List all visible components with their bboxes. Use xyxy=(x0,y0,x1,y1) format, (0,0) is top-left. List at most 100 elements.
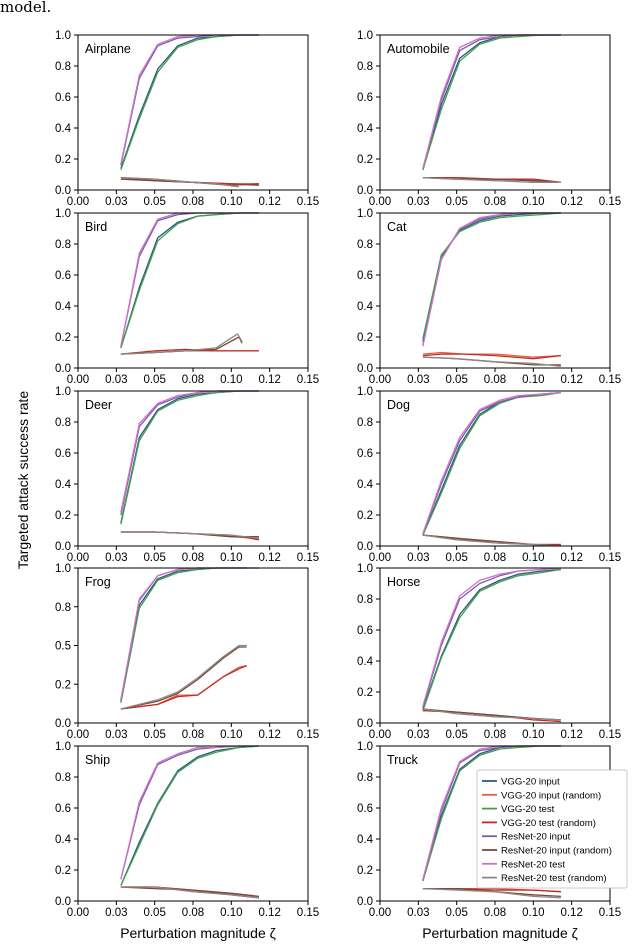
y-tick-label: 1.0 xyxy=(357,30,373,42)
y-tick-label: 0.0 xyxy=(357,185,373,197)
x-tick-label: 0.08 xyxy=(182,196,204,208)
series-line-resnet-20-input xyxy=(120,34,259,166)
x-tick-label: 0.03 xyxy=(105,907,127,919)
plot-frame xyxy=(77,212,309,369)
x-tick-label: 0.15 xyxy=(297,552,319,564)
x-tick-label: 0.08 xyxy=(484,907,506,919)
x-tick-label: 0.03 xyxy=(407,374,429,386)
x-tick-label: 0.10 xyxy=(522,729,544,741)
y-tick-label: 1.0 xyxy=(357,386,373,398)
y-axis-label: Targeted attack success rate xyxy=(15,391,31,569)
x-tick-label: 0.10 xyxy=(220,907,242,919)
x-tick-label: 0.03 xyxy=(407,552,429,564)
legend-label: ResNet-20 test (random) xyxy=(501,873,607,884)
x-tick-label: 0.05 xyxy=(143,552,165,564)
y-tick-label: 0.6 xyxy=(357,448,373,460)
series-line-vgg-20-input xyxy=(120,34,259,169)
legend: VGG-20 input VGG-20 input (random) VGG-20 … xyxy=(476,769,628,889)
y-tick-label: 0.0 xyxy=(55,896,71,908)
y-tick-label: 0.2 xyxy=(357,332,373,344)
series-line-vgg-20-test xyxy=(422,568,562,711)
y-tick-label: 0.8 xyxy=(55,239,71,251)
legend-item: VGG-20 test (random) xyxy=(482,818,596,829)
x-tick-label: 0.00 xyxy=(67,552,89,564)
x-tick-label: 0.05 xyxy=(143,196,165,208)
panel-title: Automobile xyxy=(387,42,450,56)
series-line-resnet-20-test-random xyxy=(422,534,561,547)
x-tick-label: 0.12 xyxy=(560,729,582,741)
panel-cat: 0.00 0.03 0.05 0.08 0.10 0.12 0.15 0.0 0.2 0.4 0.6… xyxy=(357,208,621,386)
x-tick-label: 0.10 xyxy=(522,907,544,919)
y-tick-label: 0.2 xyxy=(55,510,71,522)
x-tick-label: 0.08 xyxy=(484,729,506,741)
legend-label: VGG-20 test xyxy=(501,804,555,815)
x-tick-label: 0.08 xyxy=(182,907,204,919)
y-tick-label: 0.8 xyxy=(357,239,373,251)
x-tick-label: 0.00 xyxy=(369,374,391,386)
y-tick-label: 0.2 xyxy=(357,510,373,522)
y-tick-label: 0.0 xyxy=(55,185,71,197)
x-tick-label: 0.00 xyxy=(67,907,89,919)
x-tick-label: 0.08 xyxy=(484,374,506,386)
y-tick-label: 0.8 xyxy=(357,61,373,73)
y-tick-label: 0.4 xyxy=(357,123,374,135)
x-tick-label: 0.15 xyxy=(297,729,319,741)
panel-frog: 0.00 0.03 0.05 0.08 0.10 0.12 0.15 0.0 0.2 0.5 0.8… xyxy=(55,563,319,741)
x-tick-label: 0.15 xyxy=(297,196,319,208)
x-tick-label: 0.12 xyxy=(258,196,280,208)
panel-truck: 0.00 0.03 0.05 0.08 0.10 0.12 0.15 0.0 0.2 0.4 0.6… xyxy=(357,741,621,919)
series-line-resnet-20-input xyxy=(120,390,259,516)
panel-title: Horse xyxy=(387,575,420,589)
y-tick-label: 0.2 xyxy=(55,679,71,691)
x-tick-label: 0.15 xyxy=(599,907,621,919)
y-tick-label: 0.6 xyxy=(55,448,71,460)
series-line-resnet-20-test xyxy=(120,34,259,164)
x-tick-label: 0.03 xyxy=(105,729,127,741)
y-tick-label: 0.2 xyxy=(357,865,373,877)
series-line-resnet-20-test xyxy=(422,391,561,534)
panel-airplane: 0.00 0.03 0.05 0.08 0.10 0.12 0.15 0.0 0.2 0.4 0.6… xyxy=(55,30,319,208)
panel-bird: 0.00 0.03 0.05 0.08 0.10 0.12 0.15 0.0 0.2 0.4 0.6… xyxy=(55,208,319,386)
legend-item: VGG-20 input xyxy=(482,777,560,788)
x-tick-label: 0.05 xyxy=(143,374,165,386)
y-tick-label: 1.0 xyxy=(357,208,373,220)
series-line-resnet-20-test xyxy=(120,390,259,513)
x-tick-label: 0.03 xyxy=(105,374,127,386)
series-line-vgg-20-input xyxy=(120,390,259,523)
x-tick-label: 0.00 xyxy=(369,196,391,208)
y-tick-label: 0.6 xyxy=(55,270,71,282)
y-tick-label: 1.0 xyxy=(357,741,373,753)
series-line-vgg-20-input xyxy=(422,212,561,342)
x-tick-label: 0.10 xyxy=(220,729,242,741)
legend-item: ResNet-20 test (random) xyxy=(482,873,607,884)
x-tick-label: 0.03 xyxy=(407,907,429,919)
x-tick-label: 0.12 xyxy=(560,907,582,919)
y-tick-label: 0.5 xyxy=(55,641,71,653)
y-tick-label: 0.2 xyxy=(55,154,71,166)
plot-frame xyxy=(379,212,611,369)
x-tick-label: 0.05 xyxy=(445,552,467,564)
panels: 0.00 0.03 0.05 0.08 0.10 0.12 0.15 0.0 0.2 0.4 0.6… xyxy=(55,30,621,919)
plot-frame xyxy=(379,34,611,191)
y-tick-label: 0.6 xyxy=(357,270,373,282)
series-line-vgg-20-test-random xyxy=(120,886,259,899)
series-line-resnet-20-test-random xyxy=(422,356,561,368)
series-line-resnet-20-test-random xyxy=(422,887,561,899)
series-line-resnet-20-test-random xyxy=(120,176,240,188)
x-tick-label: 0.15 xyxy=(599,196,621,208)
series-line-vgg-20-test xyxy=(120,34,259,171)
x-tick-label: 0.15 xyxy=(297,907,319,919)
x-tick-label: 0.08 xyxy=(182,374,204,386)
x-tick-label: 0.00 xyxy=(369,907,391,919)
x-tick-label: 0.12 xyxy=(560,552,582,564)
y-tick-label: 0.6 xyxy=(357,803,373,815)
x-tick-label: 0.10 xyxy=(220,552,242,564)
panel-title: Truck xyxy=(387,753,419,767)
x-tick-label: 0.12 xyxy=(258,907,280,919)
x-tick-label: 0.05 xyxy=(143,907,165,919)
x-tick-label: 0.15 xyxy=(297,374,319,386)
panel-automobile: 0.00 0.03 0.05 0.08 0.10 0.12 0.15 0.0 0.2 0.4 0.6… xyxy=(357,30,621,208)
x-tick-label: 0.03 xyxy=(407,196,429,208)
x-tick-label: 0.08 xyxy=(182,729,204,741)
y-tick-label: 0.0 xyxy=(55,363,71,375)
